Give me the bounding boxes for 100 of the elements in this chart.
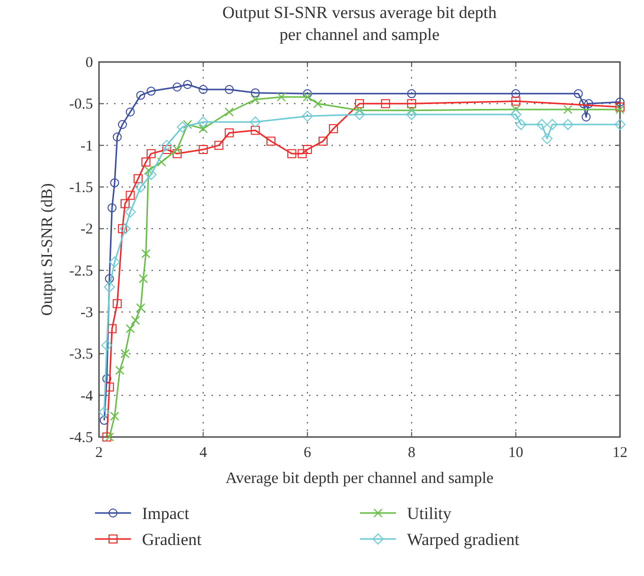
point [98, 406, 110, 418]
point [115, 366, 124, 375]
point [126, 190, 135, 200]
x-axis-title: Average bit depth per channel and sample [225, 470, 494, 487]
point [101, 340, 112, 351]
point [172, 82, 182, 92]
point [144, 166, 154, 175]
point [563, 104, 572, 114]
point [516, 119, 527, 130]
y-tick-label: 0 [86, 55, 93, 71]
point [110, 412, 120, 421]
point [108, 324, 117, 334]
x-tick-label: 2 [95, 445, 103, 461]
point [130, 316, 140, 325]
y-tick-label: -1.5 [69, 180, 93, 196]
point [124, 206, 136, 218]
point [318, 136, 328, 146]
point [511, 96, 520, 106]
x-tick-label: 10 [508, 445, 524, 461]
point [112, 132, 122, 142]
point [542, 133, 553, 144]
point [579, 99, 588, 108]
point [536, 119, 548, 130]
point [172, 149, 182, 158]
legend-label: Gradient [142, 530, 202, 549]
chart-title: Output SI-SNR versus average bit depth per channel and sample [222, 3, 498, 44]
point [104, 274, 114, 284]
point [582, 112, 591, 122]
y-tick-label: -1 [80, 138, 93, 154]
point [313, 99, 322, 108]
point [511, 104, 520, 114]
point [146, 169, 157, 180]
point [146, 86, 156, 96]
point [302, 110, 313, 122]
point [298, 149, 307, 158]
point [198, 145, 208, 154]
y-tick-label: -3 [80, 305, 93, 321]
point [118, 120, 127, 129]
point [354, 106, 364, 115]
y-tick-label: -2.5 [69, 263, 93, 280]
point [407, 106, 416, 115]
legend-label: Utility [407, 504, 452, 523]
point [136, 90, 146, 100]
point [381, 99, 390, 108]
point [615, 104, 625, 114]
point [182, 120, 192, 130]
point [198, 85, 208, 94]
y-tick-label: -0.5 [69, 96, 93, 113]
point [574, 89, 583, 98]
point [120, 349, 130, 358]
point [138, 274, 148, 284]
point [406, 109, 418, 120]
point [510, 109, 522, 120]
point [120, 199, 130, 208]
y-axis-title: Output SI-SNR (dB) [39, 183, 56, 316]
point [616, 98, 624, 106]
point [266, 136, 276, 146]
point [302, 145, 312, 154]
y-tick-label: -4.5 [69, 430, 93, 446]
y-tick-label: -3.5 [69, 346, 93, 363]
point [104, 432, 114, 442]
point [172, 144, 182, 154]
point [198, 124, 208, 134]
point [162, 145, 172, 154]
point [183, 80, 192, 89]
point [161, 140, 172, 151]
point [562, 119, 574, 130]
point [134, 174, 143, 184]
point [302, 89, 312, 98]
point [250, 126, 260, 135]
x-tick-label: 6 [304, 445, 312, 461]
point [118, 224, 127, 234]
point [146, 149, 156, 158]
point [407, 99, 416, 108]
point [126, 324, 135, 334]
point [250, 94, 260, 104]
point [126, 108, 135, 116]
point [108, 203, 117, 212]
point [120, 223, 131, 234]
point [102, 374, 112, 384]
point [616, 102, 624, 112]
point [250, 88, 260, 98]
point [224, 85, 234, 94]
point [109, 256, 120, 268]
x-tick-label: 4 [199, 445, 208, 461]
point [176, 122, 188, 132]
point [112, 299, 122, 308]
point [141, 249, 150, 258]
x-tick-label: 12 [612, 445, 628, 461]
point [102, 432, 112, 442]
point [198, 116, 209, 128]
point [328, 124, 338, 134]
point [224, 128, 234, 138]
point [355, 99, 364, 108]
point [141, 158, 150, 166]
point [224, 107, 234, 117]
point [214, 140, 224, 150]
point [287, 149, 296, 158]
point [302, 92, 312, 102]
point [104, 282, 115, 292]
